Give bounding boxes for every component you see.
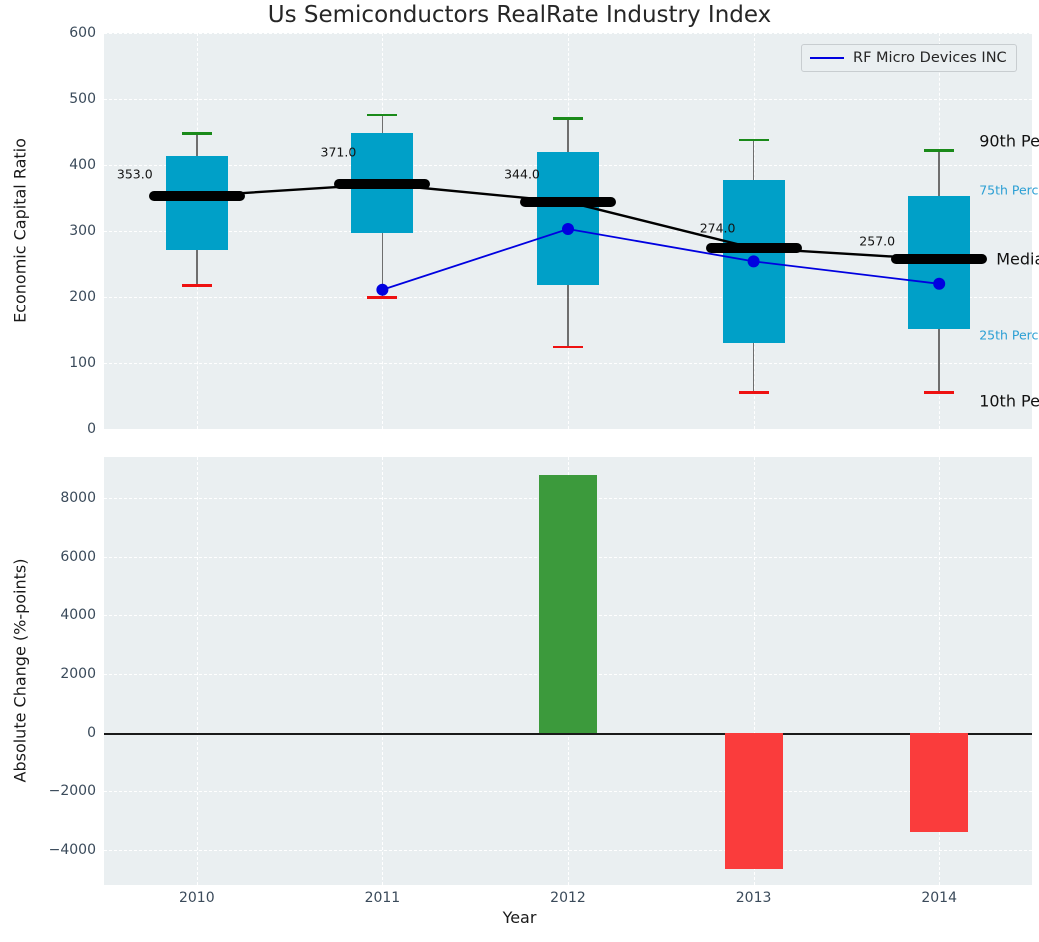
y-axis-tick-label: 200 bbox=[69, 289, 96, 305]
percentile-annotation: 10th Percentile bbox=[979, 391, 1039, 411]
box-iqr bbox=[165, 156, 228, 251]
gridline-horizontal bbox=[104, 429, 1032, 430]
bar-absolute-change bbox=[724, 732, 783, 869]
percentile-annotation: 25th Percentile bbox=[979, 327, 1039, 343]
whisker-cap-p10 bbox=[553, 345, 583, 349]
median-marker bbox=[520, 196, 616, 207]
bar-absolute-change bbox=[539, 474, 597, 733]
percentile-annotation: Median bbox=[996, 249, 1039, 269]
zero-baseline bbox=[104, 732, 1032, 735]
y-axis-tick-label: 0 bbox=[87, 724, 96, 741]
y-axis-tick-label: 400 bbox=[69, 157, 96, 173]
percentile-annotation: 75th Percentile bbox=[979, 182, 1039, 198]
x-axis-tick-label: 2014 bbox=[921, 890, 958, 906]
y-axis-tick-label: 4000 bbox=[60, 607, 96, 624]
legend-label: RF Micro Devices INC bbox=[853, 50, 1007, 66]
y-axis-tick-label: 8000 bbox=[60, 490, 96, 507]
whisker-cap-p10 bbox=[924, 391, 955, 394]
whisker-cap-p90 bbox=[924, 149, 955, 152]
whisker-cap-p10 bbox=[367, 296, 398, 299]
y-axis-tick-label: 0 bbox=[87, 421, 96, 437]
y-axis-tick-label: 500 bbox=[69, 91, 96, 107]
y-axis-tick-label: −2000 bbox=[48, 783, 96, 800]
whisker-cap-p90 bbox=[738, 138, 769, 142]
legend-line-swatch-icon bbox=[810, 57, 844, 59]
chart-title: Us Semiconductors RealRate Industry Inde… bbox=[267, 2, 772, 28]
gridline-vertical bbox=[939, 457, 941, 885]
median-marker bbox=[334, 179, 431, 190]
median-value-label: 257.0 bbox=[859, 233, 896, 249]
gridline-vertical bbox=[753, 457, 755, 885]
box-iqr bbox=[722, 179, 785, 344]
gridline-vertical bbox=[382, 457, 384, 885]
x-axis-tick-label: 2010 bbox=[178, 890, 215, 906]
x-axis-label: Year bbox=[502, 908, 537, 927]
legend: RF Micro Devices INC bbox=[801, 44, 1017, 72]
median-value-label: 344.0 bbox=[504, 166, 540, 182]
percentile-annotation: 90th Percentile bbox=[979, 131, 1039, 151]
median-value-label: 353.0 bbox=[116, 166, 153, 182]
median-value-label: 274.0 bbox=[699, 220, 736, 236]
gridline-vertical bbox=[196, 457, 198, 885]
whisker-cap-p90 bbox=[367, 113, 398, 117]
y-axis-tick-label: −4000 bbox=[48, 841, 96, 858]
y-axis-label-top: Economic Capital Ratio bbox=[10, 138, 30, 323]
box-iqr bbox=[537, 151, 599, 286]
whisker-cap-p90 bbox=[553, 117, 583, 121]
median-value-label: 371.0 bbox=[320, 144, 357, 160]
whisker-cap-p10 bbox=[738, 391, 769, 394]
median-marker bbox=[705, 243, 802, 254]
y-axis-tick-label: 300 bbox=[69, 223, 96, 239]
bar-absolute-change bbox=[910, 732, 969, 833]
x-axis-tick-label: 2011 bbox=[364, 890, 401, 906]
whisker-cap-p10 bbox=[181, 284, 212, 288]
y-axis-tick-label: 6000 bbox=[60, 548, 96, 565]
x-axis-tick-label: 2012 bbox=[550, 890, 586, 906]
y-axis-tick-label: 2000 bbox=[60, 665, 96, 682]
y-axis-tick-label: 100 bbox=[69, 355, 96, 371]
whisker-cap-p90 bbox=[181, 132, 212, 135]
median-marker bbox=[148, 191, 245, 202]
y-axis-tick-label: 600 bbox=[69, 25, 96, 41]
x-axis-tick-label: 2013 bbox=[735, 890, 772, 906]
median-marker bbox=[891, 254, 988, 265]
y-axis-label-bottom: Absolute Change (%-points) bbox=[10, 558, 30, 783]
